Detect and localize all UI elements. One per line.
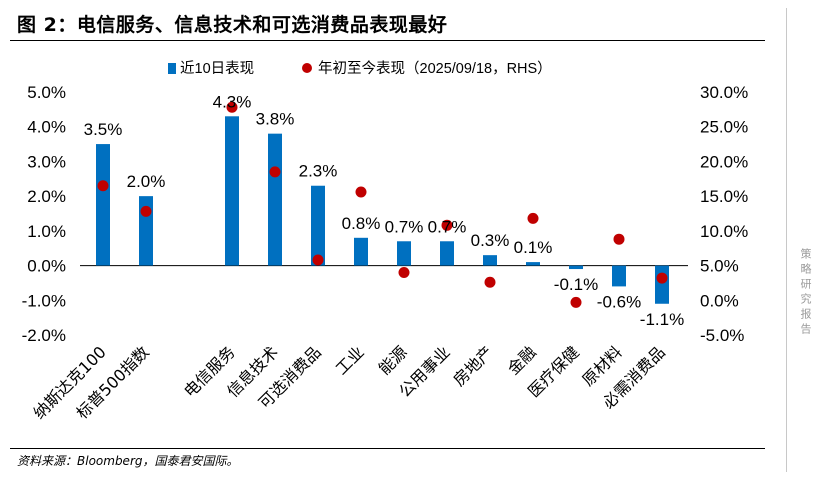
- legend-dot-swatch: [302, 63, 312, 73]
- category-label: 工业: [332, 342, 368, 378]
- dot-series: [97, 101, 668, 308]
- dot: [613, 233, 625, 245]
- right-axis-tick: 15.0%: [700, 187, 748, 206]
- right-axis-tick: 5.0%: [700, 257, 739, 276]
- left-axis-tick: 2.0%: [27, 187, 66, 206]
- bar: [96, 144, 110, 266]
- source-divider: [10, 448, 765, 449]
- left-axis-tick: 3.0%: [27, 152, 66, 171]
- right-axis-tick: 20.0%: [700, 152, 748, 171]
- right-axis-tick: 0.0%: [700, 291, 739, 310]
- dot: [527, 212, 539, 224]
- bar-data-label: -0.1%: [554, 275, 598, 294]
- bar: [311, 185, 325, 266]
- bar-data-label: 0.1%: [514, 238, 553, 257]
- dot: [441, 219, 453, 231]
- dot: [140, 205, 152, 217]
- right-axis-ticks: -5.0% 0.0% 5.0% 10.0% 15.0% 20.0% 25.0% 30.0%: [700, 83, 748, 345]
- dot: [484, 276, 496, 288]
- dot: [398, 267, 410, 279]
- side-panel: 策略研究报告: [786, 8, 813, 472]
- bar-data-label: -1.1%: [640, 310, 684, 329]
- bar: [612, 265, 626, 287]
- category-label: 金融: [504, 342, 540, 378]
- bar-data-labels: 3.5%2.0%4.3%3.8%2.3%0.8% 0.7% 0.7%0.3% 0.1%…: [84, 92, 685, 328]
- chart-area: 近10日表现 年初至今表现（2025/09/18，RHS） -2.0% -1.0%…: [22, 60, 749, 423]
- bar: [655, 265, 669, 304]
- left-axis-tick: 5.0%: [27, 83, 66, 102]
- dot: [226, 101, 238, 113]
- bar: [526, 262, 540, 266]
- left-axis-tick: -2.0%: [22, 326, 66, 345]
- left-axis-tick: 4.0%: [27, 118, 66, 137]
- bar: [397, 241, 411, 266]
- right-axis-tick: 25.0%: [700, 118, 748, 137]
- dot: [97, 180, 109, 192]
- bar-data-label: 2.3%: [299, 162, 338, 181]
- category-label: 能源: [375, 342, 411, 378]
- bar: [483, 255, 497, 266]
- bar-data-label: 4.3%: [213, 92, 252, 111]
- left-axis-tick: -1.0%: [22, 291, 66, 310]
- legend-bar-swatch: [168, 63, 176, 74]
- bar-data-label: 0.7%: [385, 217, 424, 236]
- dot: [355, 186, 367, 198]
- bar: [354, 237, 368, 266]
- bar-data-label: 0.8%: [342, 214, 381, 233]
- bar: [569, 265, 583, 270]
- dot: [570, 296, 582, 308]
- right-axis-tick: 10.0%: [700, 222, 748, 241]
- bar: [440, 241, 454, 266]
- bar: [268, 133, 282, 266]
- side-label: 策略研究报告: [799, 248, 812, 338]
- bar-data-label: 0.3%: [471, 231, 510, 250]
- dot: [656, 272, 668, 284]
- dot: [269, 166, 281, 178]
- bar-data-label: 2.0%: [127, 172, 166, 191]
- right-axis-tick: 30.0%: [700, 83, 748, 102]
- title-divider: [10, 40, 765, 41]
- bar-data-label: 3.5%: [84, 120, 123, 139]
- left-axis-tick: 1.0%: [27, 222, 66, 241]
- left-axis-tick: 0.0%: [27, 257, 66, 276]
- bar-data-label: 3.8%: [256, 110, 295, 129]
- legend-dot-label: 年初至今表现（2025/09/18，RHS）: [318, 60, 552, 77]
- bar-data-label: 0.7%: [428, 217, 467, 236]
- bar: [225, 116, 239, 266]
- source-note: 资料来源：Bloomberg，国泰君安国际。: [17, 454, 239, 468]
- legend: 近10日表现 年初至今表现（2025/09/18，RHS）: [168, 60, 552, 77]
- chart-title: 图 2：电信服务、信息技术和可选消费品表现最好: [17, 14, 448, 36]
- dot: [312, 254, 324, 266]
- category-label: 房地产: [449, 342, 496, 389]
- right-axis-tick: -5.0%: [700, 326, 744, 345]
- left-axis-ticks: -2.0% -1.0% 0.0% 1.0% 2.0% 3.0% 4.0% 5.0%: [22, 83, 66, 345]
- legend-bar-label: 近10日表现: [180, 60, 254, 77]
- bar-data-label: -0.6%: [597, 292, 641, 311]
